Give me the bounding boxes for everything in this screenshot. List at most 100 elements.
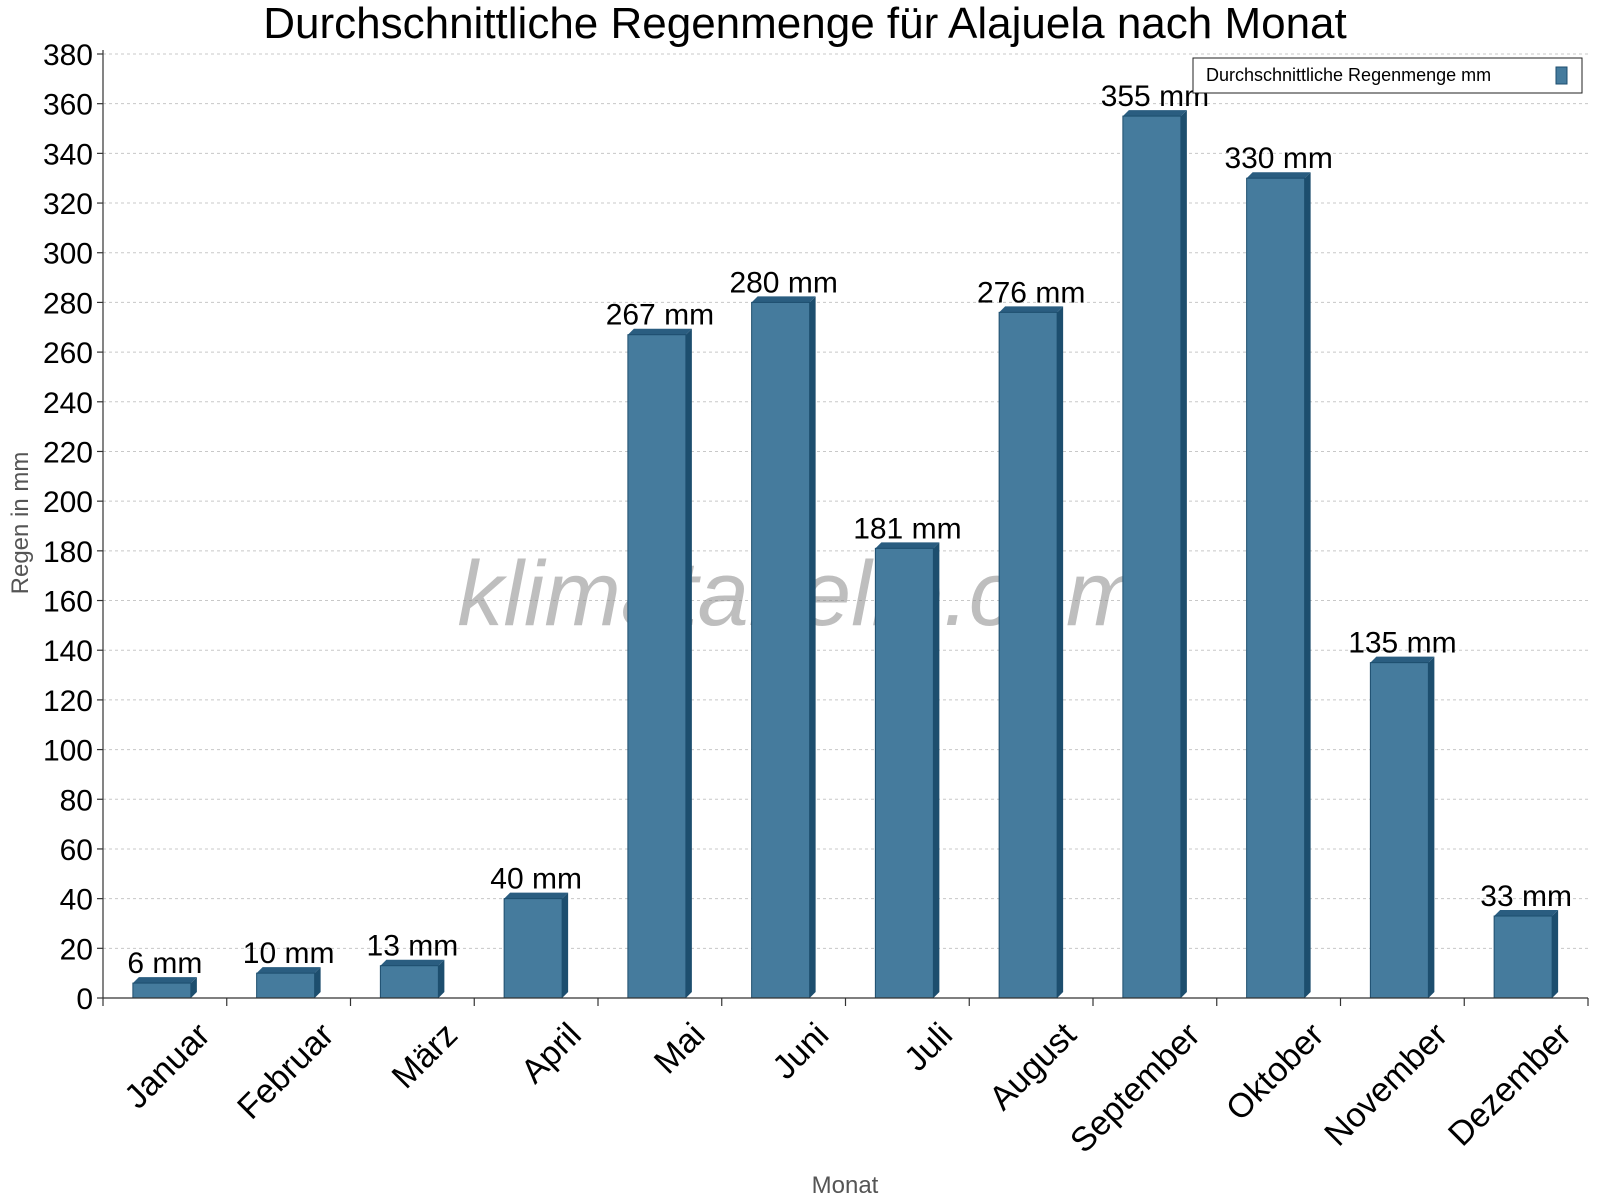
bar-top (380, 959, 445, 966)
x-tick-label: August (982, 1015, 1084, 1117)
x-tick-label: April (514, 1016, 589, 1091)
bar-side (1428, 656, 1435, 998)
y-tick-label: 180 (43, 536, 93, 569)
y-tick-label: 80 (60, 784, 93, 817)
bar-front (874, 547, 934, 999)
bar-top (1494, 910, 1559, 917)
bar (1246, 172, 1311, 999)
data-label: 280 mm (729, 266, 837, 299)
bar (1493, 910, 1559, 999)
y-tick-label: 100 (43, 735, 93, 768)
bar-side (190, 977, 197, 998)
y-tick-label: 140 (43, 635, 93, 668)
bar-side (562, 892, 569, 998)
x-tick-labels: Januar Februar März April Mai Juni Juli AugustS… (117, 1015, 1579, 1160)
y-tick-label: 60 (60, 834, 93, 867)
x-tick-label: Dezember (1441, 1016, 1579, 1154)
data-label: 276 mm (977, 276, 1085, 309)
bar-front (256, 972, 316, 999)
y-tick-label: 20 (60, 933, 93, 966)
bar (379, 959, 445, 999)
y-tick-label: 220 (43, 436, 93, 469)
y-tick-label: 320 (43, 188, 93, 221)
x-tick-label: Juni (765, 1016, 836, 1087)
bar-side (685, 328, 692, 998)
bar-front (379, 965, 439, 999)
bar-top (875, 542, 940, 549)
bar-top (132, 977, 197, 984)
y-tick-label: 200 (43, 486, 93, 519)
x-tick-label: November (1317, 1016, 1455, 1154)
y-tick-label: 280 (43, 287, 93, 320)
y-tick-label: 360 (43, 89, 93, 122)
bar-top (999, 306, 1064, 313)
chart-title: Durchschnittliche Regenmenge für Alajuel… (263, 0, 1347, 48)
bar-side (809, 296, 816, 999)
y-tick-label: 0 (76, 983, 93, 1016)
data-label: 135 mm (1348, 627, 1456, 660)
bar-top (1122, 110, 1187, 117)
legend-swatch (1555, 66, 1568, 85)
bar (503, 892, 569, 999)
bar (627, 328, 692, 999)
data-label: 355 mm (1101, 80, 1209, 113)
y-tick-label: 380 (43, 39, 93, 72)
y-tick-label: 240 (43, 387, 93, 420)
bar-front (751, 301, 811, 999)
bar-side (1552, 910, 1559, 998)
bar-front (1122, 115, 1182, 999)
y-tick-label: 300 (43, 238, 93, 271)
x-tick-label: Oktober (1219, 1016, 1331, 1128)
data-label: 33 mm (1480, 880, 1572, 913)
bar (132, 977, 197, 999)
y-tick-label: 260 (43, 337, 93, 370)
bar-front (1493, 915, 1553, 999)
bar-top (751, 296, 816, 303)
x-tick-label: März (385, 1016, 465, 1096)
bar-side (1304, 172, 1311, 999)
bar-front (627, 334, 687, 999)
grid-lines (103, 53, 1588, 949)
bar-front (1369, 662, 1429, 999)
bars (132, 110, 1559, 999)
bar (751, 296, 816, 999)
bar-side (1180, 110, 1187, 998)
bar-front (503, 898, 563, 999)
legend: Durchschnittliche Regenmenge mm (1192, 57, 1583, 94)
y-tick-labels: 0 20 40 60 80 100 120 140 160 180 200 220 240 260 280 3… (43, 39, 93, 1016)
x-tick-label: Januar (117, 1016, 217, 1116)
data-label: 267 mm (606, 299, 714, 332)
bar-top (627, 328, 692, 335)
data-label: 6 mm (127, 947, 202, 980)
bar (874, 542, 940, 999)
bar-side (314, 967, 321, 998)
bar-front (132, 982, 192, 999)
data-label: 330 mm (1224, 142, 1332, 175)
bar-top (504, 892, 569, 899)
bar-front (998, 311, 1058, 999)
bar (1369, 656, 1435, 999)
bar-side (933, 542, 940, 998)
bar-top (256, 967, 321, 974)
bar-top (1370, 656, 1435, 663)
bar-top (1246, 172, 1311, 179)
data-labels: 6 mm 10 mm 13 mm 40 mm 267 mm 280 mm 181 mm 276… (127, 80, 1572, 980)
bar (256, 967, 321, 999)
data-label: 181 mm (853, 512, 961, 545)
y-axis-label: Regen in mm (7, 452, 34, 595)
data-label: 40 mm (490, 863, 582, 896)
legend-box (1192, 57, 1583, 94)
bar (1122, 110, 1187, 999)
x-tick-label: Februar (230, 1016, 341, 1127)
axes (97, 50, 1589, 1006)
bar-side (438, 959, 445, 998)
y-tick-label: 340 (43, 138, 93, 171)
y-tick-label: 40 (60, 884, 93, 917)
x-tick-label: September (1063, 1016, 1207, 1160)
legend-entry-label: Durchschnittliche Regenmenge mm (1206, 65, 1491, 85)
y-tick-label: 120 (43, 685, 93, 718)
x-axis-label: Monat (812, 1172, 879, 1199)
bar-side (1057, 306, 1064, 998)
bar-front (1246, 177, 1306, 999)
